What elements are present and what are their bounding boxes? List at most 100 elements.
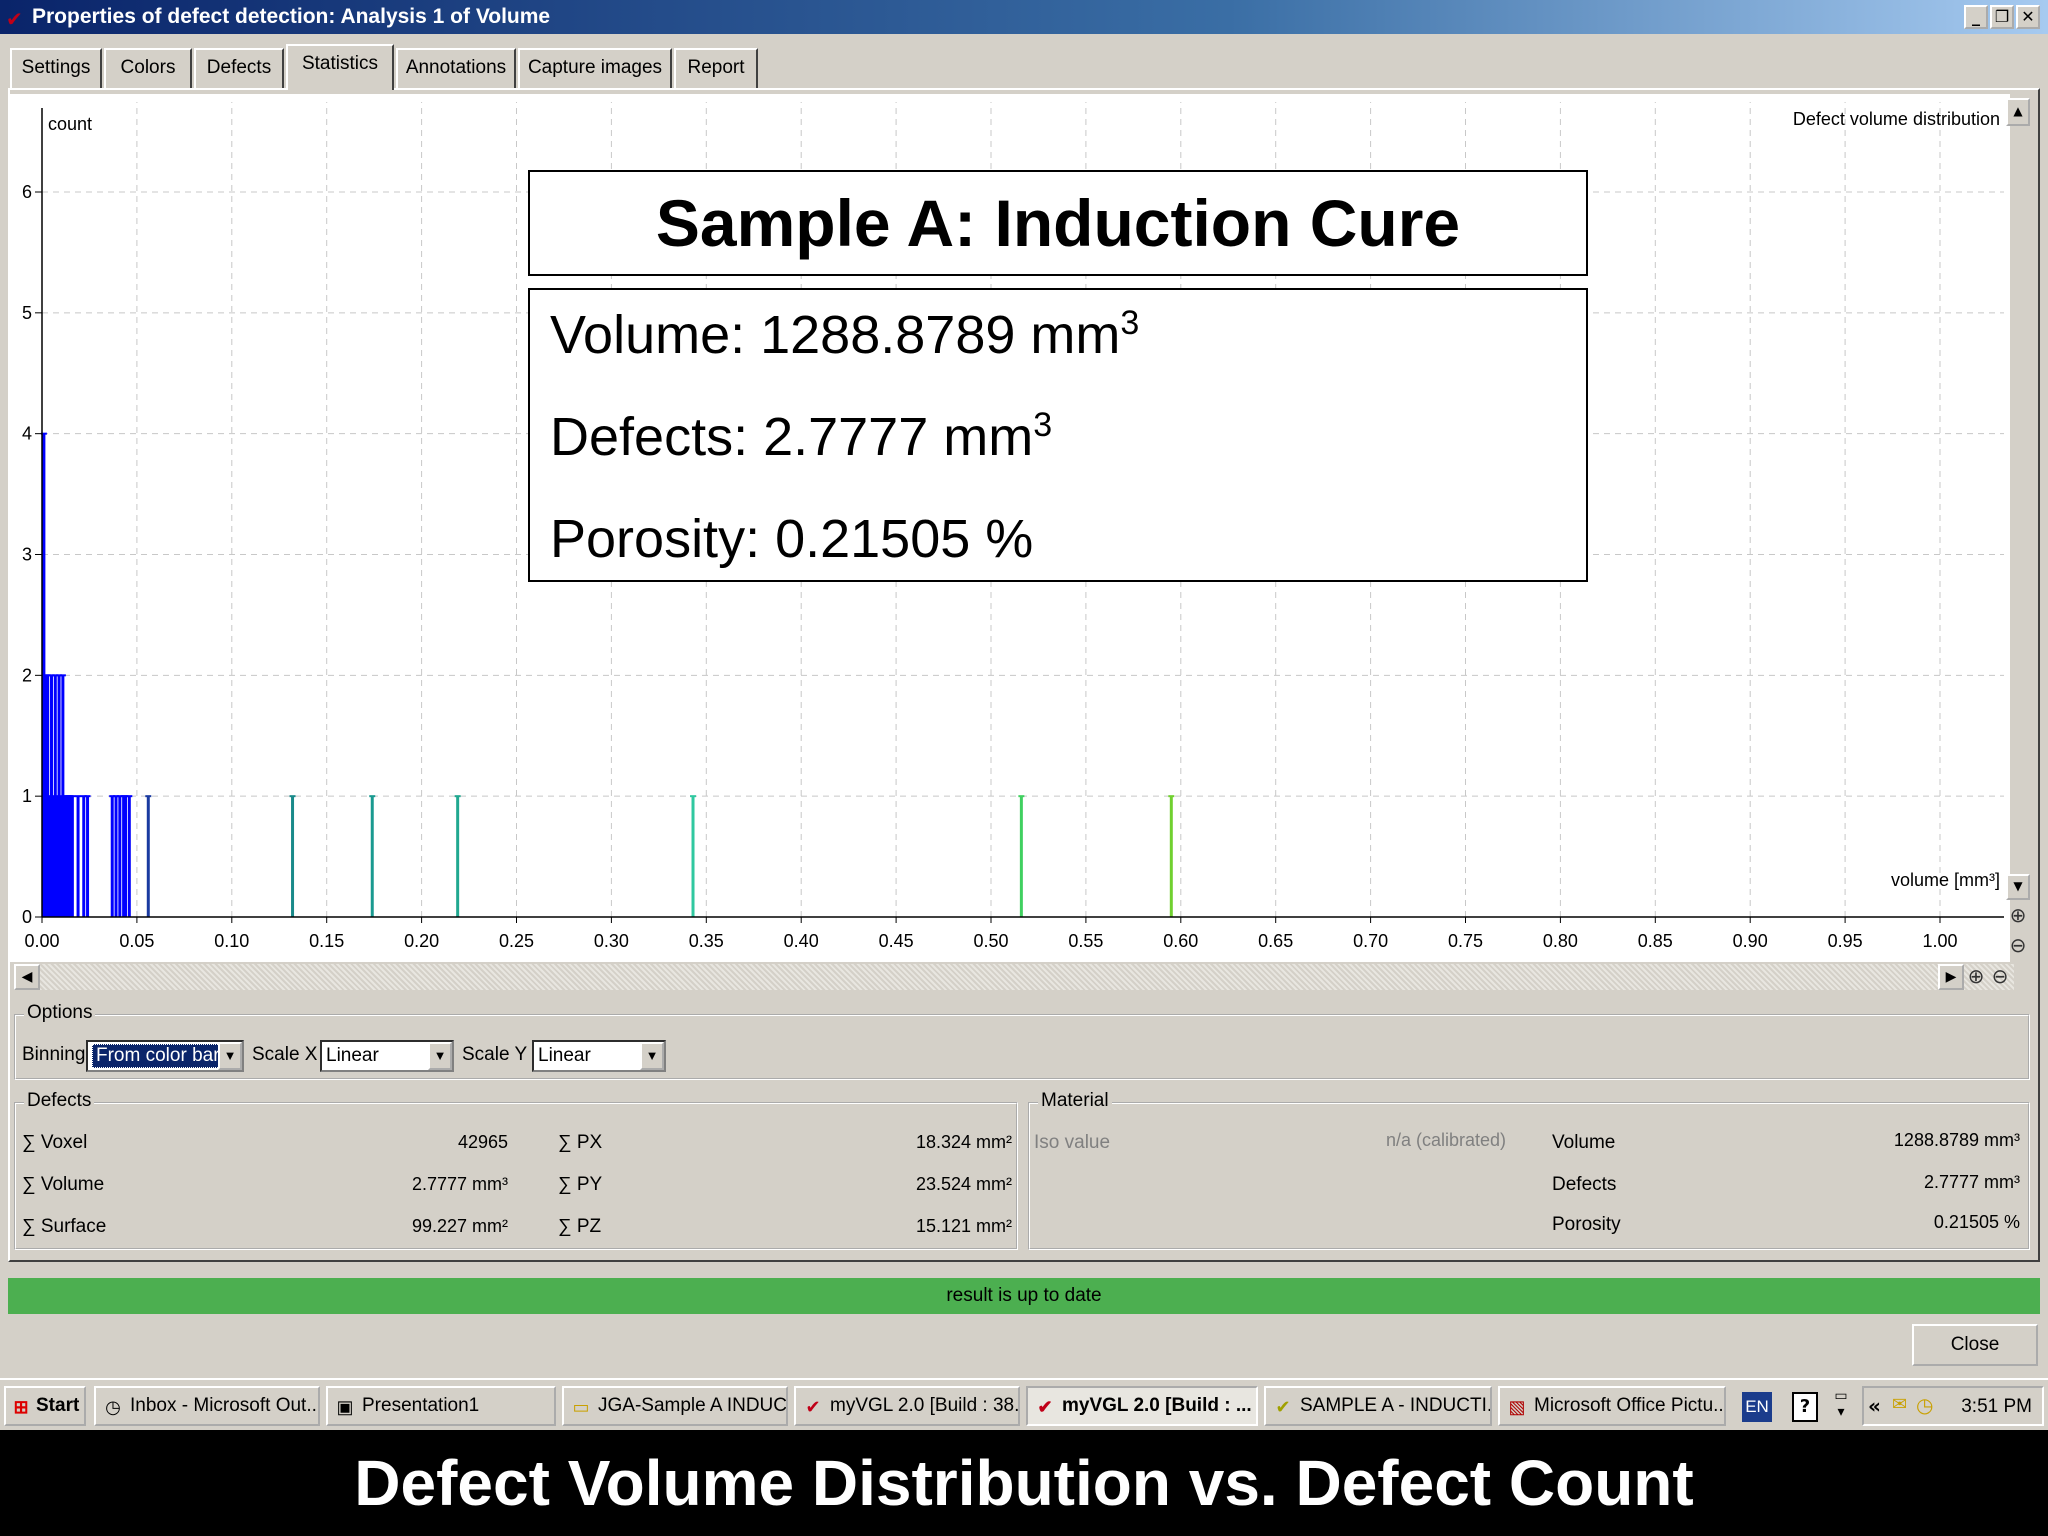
chevron-down-icon[interactable]: ▼ [428, 1042, 452, 1070]
overlay-title-box: Sample A: Induction Cure [528, 170, 1588, 276]
defects-group: Defects ∑ Voxel 42965 ∑ PX 18.324 mm² ∑ … [14, 1090, 1018, 1250]
scroll-right-button[interactable]: ▶ [1938, 964, 1964, 990]
help-icon[interactable]: ? [1792, 1392, 1818, 1422]
chart-title: Defect volume distribution [1793, 109, 2000, 129]
slide-caption: Defect Volume Distribution vs. Defect Co… [0, 1430, 2048, 1536]
x-tick-label: 1.00 [1922, 931, 1957, 951]
x-tick-label: 0.35 [689, 931, 724, 951]
material-defects-label: Defects [1552, 1174, 1617, 1195]
clock: 3:51 PM [1961, 1396, 2032, 1417]
zoom-in-icon[interactable]: ⊕ [2009, 903, 2027, 927]
voxel-sum-label: ∑ Voxel [22, 1132, 88, 1153]
material-volume-label: Volume [1552, 1132, 1616, 1153]
tab-defects[interactable]: Defects [194, 48, 284, 88]
voxel-sum-value: 42965 [457, 1132, 508, 1152]
material-label: Material [1038, 1090, 1112, 1112]
taskbar-item-label: JGA-Sample A INDUC... [598, 1395, 788, 1416]
x-tick-label: 0.20 [404, 931, 439, 951]
start-button[interactable]: ⊞ Start [4, 1386, 86, 1426]
x-tick-label: 0.80 [1543, 931, 1578, 951]
chevron-down-icon[interactable]: ▼ [640, 1042, 664, 1070]
material-defects-value: 2.7777 mm³ [1923, 1172, 2020, 1192]
taskbar-item-label: Microsoft Office Pictu... [1534, 1395, 1726, 1416]
status-bar: result is up to date [8, 1278, 2040, 1314]
binning-label: Binning [22, 1044, 86, 1065]
x-tick-label: 0.25 [499, 931, 534, 951]
px-sum-label: ∑ PX [558, 1132, 603, 1153]
language-indicator[interactable]: EN [1742, 1392, 1772, 1422]
tab-statistics[interactable]: Statistics [286, 44, 394, 90]
scale-x-select[interactable]: Linear ▼ [320, 1040, 454, 1072]
powerpoint-icon: ▣ [336, 1397, 354, 1417]
scale-x-label: Scale X [252, 1044, 318, 1065]
y-tick-label: 1 [22, 786, 32, 806]
y-tick-label: 2 [22, 665, 32, 685]
x-axis-label: volume [mm³] [1891, 870, 2000, 890]
defect-volume-chart[interactable]: 0.00 0.05 0.10 0.15 0.20 0.25 0.30 0.35 0.40 0.45… [10, 94, 2010, 962]
vgl-icon: ✔ [1275, 1397, 1291, 1417]
x-tick-label: 0.50 [973, 931, 1008, 951]
taskbar-item-folder[interactable]: ▭ JGA-Sample A INDUC... [562, 1386, 788, 1426]
taskbar-item-presentation[interactable]: ▣ Presentation1 [326, 1386, 556, 1426]
scroll-down-button[interactable]: ▼ [2006, 874, 2030, 900]
px-sum-value: 18.324 mm² [915, 1132, 1012, 1152]
overlay-volume: Volume: 1288.8789 mm3 [550, 304, 1140, 365]
tab-settings[interactable]: Settings [10, 48, 102, 88]
tab-colors[interactable]: Colors [104, 48, 192, 88]
volume-sum-value: 2.7777 mm³ [411, 1174, 508, 1194]
material-volume-value: 1288.8789 mm³ [1893, 1130, 2020, 1150]
y-tick-label: 5 [22, 303, 32, 323]
taskbar-item-outlook[interactable]: ◷ Inbox - Microsoft Out... [94, 1386, 320, 1426]
options-label: Options [24, 1002, 96, 1024]
taskbar: ⊞ Start ◷ Inbox - Microsoft Out... ▣ Pre… [0, 1378, 2048, 1430]
expand-tray-icon[interactable]: « [1868, 1394, 1881, 1418]
scale-y-select[interactable]: Linear ▼ [532, 1040, 666, 1072]
vgl-icon: ✔ [805, 1397, 821, 1417]
taskbar-item-myvgl-1[interactable]: ✔ myVGL 2.0 [Build : 38... [794, 1386, 1020, 1426]
iso-value: n/a (calibrated) [1385, 1130, 1506, 1150]
x-tick-label: 0.10 [214, 931, 249, 951]
title-bar[interactable]: ✔ Properties of defect detection: Analys… [0, 0, 2048, 34]
folder-icon: ▭ [572, 1397, 590, 1417]
scale-y-label: Scale Y [462, 1044, 528, 1065]
scale-y-value: Linear [538, 1045, 591, 1066]
volume-sum-label: ∑ Volume [22, 1174, 105, 1195]
tab-capture-images[interactable]: Capture images [518, 48, 672, 88]
window-title: Properties of defect detection: Analysis… [32, 5, 551, 28]
scroll-left-button[interactable]: ◀ [14, 964, 40, 990]
horizontal-scrollbar[interactable]: ◀ ▶ ⊕ ⊖ [14, 964, 2014, 990]
x-tick-label: 0.90 [1733, 931, 1768, 951]
tab-annotations[interactable]: Annotations [396, 48, 516, 88]
y-tick-label: 4 [22, 424, 32, 444]
restore-windows-icon[interactable]: ▭ ▾ [1834, 1388, 1848, 1420]
binning-select[interactable]: From color bar ▼ [86, 1040, 244, 1072]
scroll-up-button[interactable]: ▲ [2006, 98, 2030, 126]
chevron-down-icon[interactable]: ▼ [218, 1042, 242, 1070]
reminder-clock-icon[interactable]: ◷ [1916, 1393, 1934, 1417]
restore-button[interactable]: ❐ [1990, 5, 2014, 29]
zoom-out-x-icon[interactable]: ⊖ [1991, 964, 2009, 988]
windows-logo-icon: ⊞ [13, 1397, 29, 1417]
close-button[interactable]: Close [1912, 1324, 2038, 1366]
py-sum-label: ∑ PY [558, 1174, 603, 1195]
mail-icon[interactable]: ✉ [1892, 1394, 1908, 1415]
taskbar-item-label: myVGL 2.0 [Build : ... [1062, 1395, 1252, 1416]
statistics-panel [8, 88, 2040, 1262]
taskbar-item-sample-a[interactable]: ✔ SAMPLE A - INDUCTI... [1264, 1386, 1492, 1426]
taskbar-item-label: SAMPLE A - INDUCTI... [1300, 1395, 1492, 1416]
taskbar-item-picture-manager[interactable]: ▧ Microsoft Office Pictu... [1498, 1386, 1726, 1426]
overlay-stats-box: Volume: 1288.8789 mm3 Defects: 2.7777 mm… [528, 288, 1588, 582]
overlay-title: Sample A: Induction Cure [655, 186, 1461, 260]
zoom-out-icon[interactable]: ⊖ [2009, 933, 2027, 957]
material-porosity-label: Porosity [1552, 1214, 1621, 1235]
overlay-porosity: Porosity: 0.21505 % [550, 509, 1034, 569]
close-window-button[interactable]: ✕ [2016, 5, 2040, 29]
taskbar-item-myvgl-2[interactable]: ✔ myVGL 2.0 [Build : ... [1026, 1386, 1258, 1426]
zoom-in-x-icon[interactable]: ⊕ [1967, 964, 1985, 988]
tab-report[interactable]: Report [674, 48, 758, 88]
surface-sum-value: 99.227 mm² [411, 1216, 508, 1236]
defects-label: Defects [24, 1090, 95, 1112]
taskbar-item-label: Inbox - Microsoft Out... [130, 1395, 320, 1416]
material-porosity-value: 0.21505 % [1933, 1212, 2020, 1232]
minimize-button[interactable]: _ [1964, 5, 1988, 29]
